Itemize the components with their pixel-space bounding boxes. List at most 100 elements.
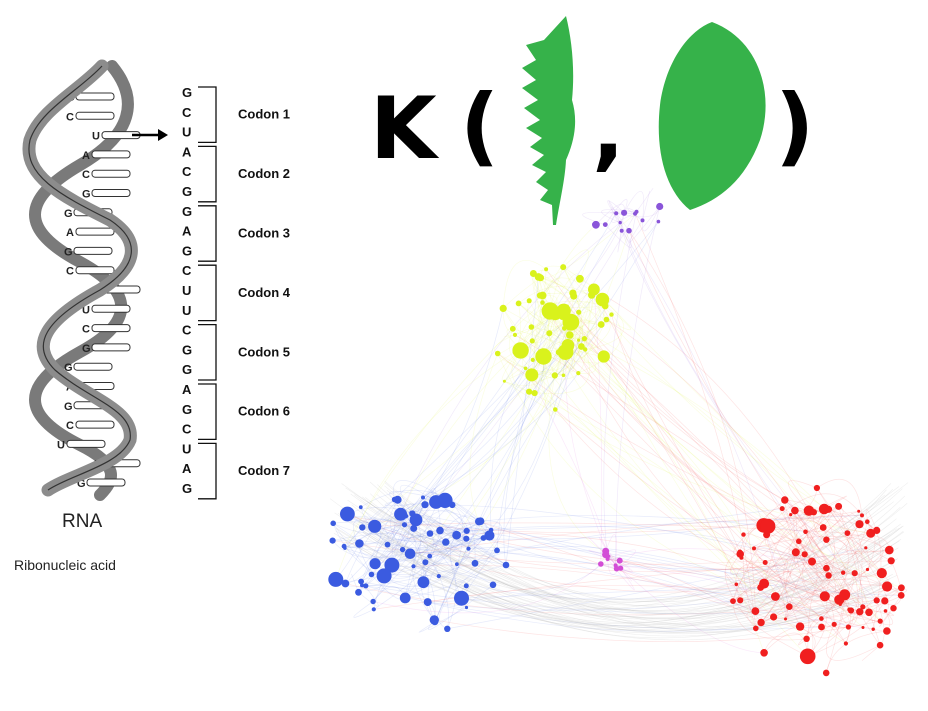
- graph-edge: [361, 553, 411, 591]
- graph-edge: [642, 191, 650, 221]
- graph-edge: [798, 541, 882, 577]
- graph-edge: [781, 508, 847, 644]
- helix-base-label: C: [82, 324, 90, 336]
- graph-node: [426, 530, 434, 537]
- graph-edge: [773, 527, 850, 628]
- graph-edge: [785, 509, 829, 607]
- codon-bracket: [198, 205, 217, 262]
- graph-node: [328, 571, 344, 587]
- graph-node: [436, 574, 441, 579]
- graph-edge: [405, 515, 449, 629]
- graph-node: [796, 538, 802, 545]
- codon-bracket: [198, 86, 217, 144]
- graph-node: [789, 513, 793, 517]
- graph-node: [865, 608, 873, 617]
- codon-base-label: G: [182, 342, 192, 357]
- graph-edge: [366, 525, 894, 633]
- base-pair-rung: [75, 266, 115, 275]
- graph-edge: [766, 534, 846, 597]
- graph-edge: [429, 533, 476, 574]
- codon-base-label: G: [182, 243, 192, 258]
- graph-node: [494, 350, 501, 357]
- graph-edge: [412, 533, 435, 621]
- graph-edge: [615, 213, 877, 601]
- graph-edge: [372, 499, 410, 602]
- graph-edge: [627, 207, 643, 221]
- graph-node: [560, 264, 567, 271]
- codon-base-label: C: [182, 263, 192, 278]
- helix-base-label: G: [64, 362, 73, 374]
- graph-edge: [474, 545, 765, 584]
- graph-node: [759, 578, 770, 589]
- graph-edge: [554, 294, 592, 377]
- graph-edge: [344, 535, 490, 554]
- graph-edge: [549, 310, 902, 589]
- graph-edge: [366, 501, 908, 603]
- graph-edge: [347, 499, 897, 612]
- graph-node: [538, 291, 547, 300]
- graph-node: [791, 506, 799, 515]
- graph-node: [597, 321, 605, 328]
- graph-edge: [763, 632, 809, 657]
- graph-edge: [543, 356, 556, 416]
- codon-label: Codon 2: [238, 166, 290, 181]
- graph-edge: [605, 198, 628, 225]
- codon-label: Codon 6: [238, 404, 290, 419]
- graph-edge: [805, 531, 829, 576]
- graph-node: [838, 602, 842, 607]
- graph-node: [860, 513, 864, 518]
- graph-edge: [359, 506, 381, 544]
- graph-node: [887, 557, 895, 565]
- codon-base-label: G: [182, 402, 192, 417]
- graph-edge: [344, 525, 813, 562]
- graph-edge: [461, 340, 579, 599]
- graph-node: [618, 565, 624, 571]
- graph-edge: [397, 374, 533, 501]
- graph-edge: [850, 512, 877, 531]
- graph-edge: [584, 338, 741, 555]
- graph-node: [444, 625, 451, 632]
- graph-edge: [732, 506, 839, 602]
- graph-edge: [333, 501, 437, 535]
- graph-edge: [383, 537, 484, 587]
- graph-edge: [593, 289, 603, 564]
- graph-edge: [365, 488, 894, 606]
- graph-edge: [341, 483, 902, 615]
- graph-edge: [370, 493, 894, 610]
- graph-node: [897, 592, 905, 599]
- graph-edge: [547, 305, 606, 376]
- graph-edge: [332, 534, 457, 559]
- graph-edge: [621, 230, 829, 576]
- helix-base-label: A: [82, 150, 90, 162]
- graph-edge: [571, 316, 755, 549]
- codon-base-label: C: [182, 422, 192, 437]
- graph-edge: [427, 535, 490, 623]
- graph-edge: [405, 548, 470, 599]
- graph-node: [616, 557, 623, 564]
- graph-edge: [474, 520, 502, 564]
- graph-edge: [605, 534, 617, 566]
- graph-node: [803, 635, 810, 642]
- graph-edge: [785, 510, 859, 620]
- graph-edge: [362, 501, 441, 542]
- graph-node: [488, 527, 494, 533]
- graph-edge: [423, 563, 494, 586]
- codon-base-label: A: [182, 224, 192, 239]
- graph-edge: [387, 222, 621, 545]
- graph-edge: [563, 266, 591, 286]
- graph-edge: [529, 349, 590, 395]
- graph-edge: [505, 276, 539, 566]
- graph-node: [557, 344, 574, 360]
- codon-base-label: G: [182, 204, 192, 219]
- oval-leaf-icon: [658, 8, 766, 210]
- graph-node: [845, 624, 852, 630]
- helix-backbone-front-edge: [28, 65, 132, 491]
- graph-edge: [565, 351, 797, 553]
- graph-edge: [347, 516, 417, 567]
- graph-edge: [497, 353, 822, 619]
- graph-edge: [767, 493, 859, 527]
- graph-edge: [773, 599, 840, 620]
- graph-edge: [351, 573, 359, 593]
- graph-edge: [605, 550, 633, 573]
